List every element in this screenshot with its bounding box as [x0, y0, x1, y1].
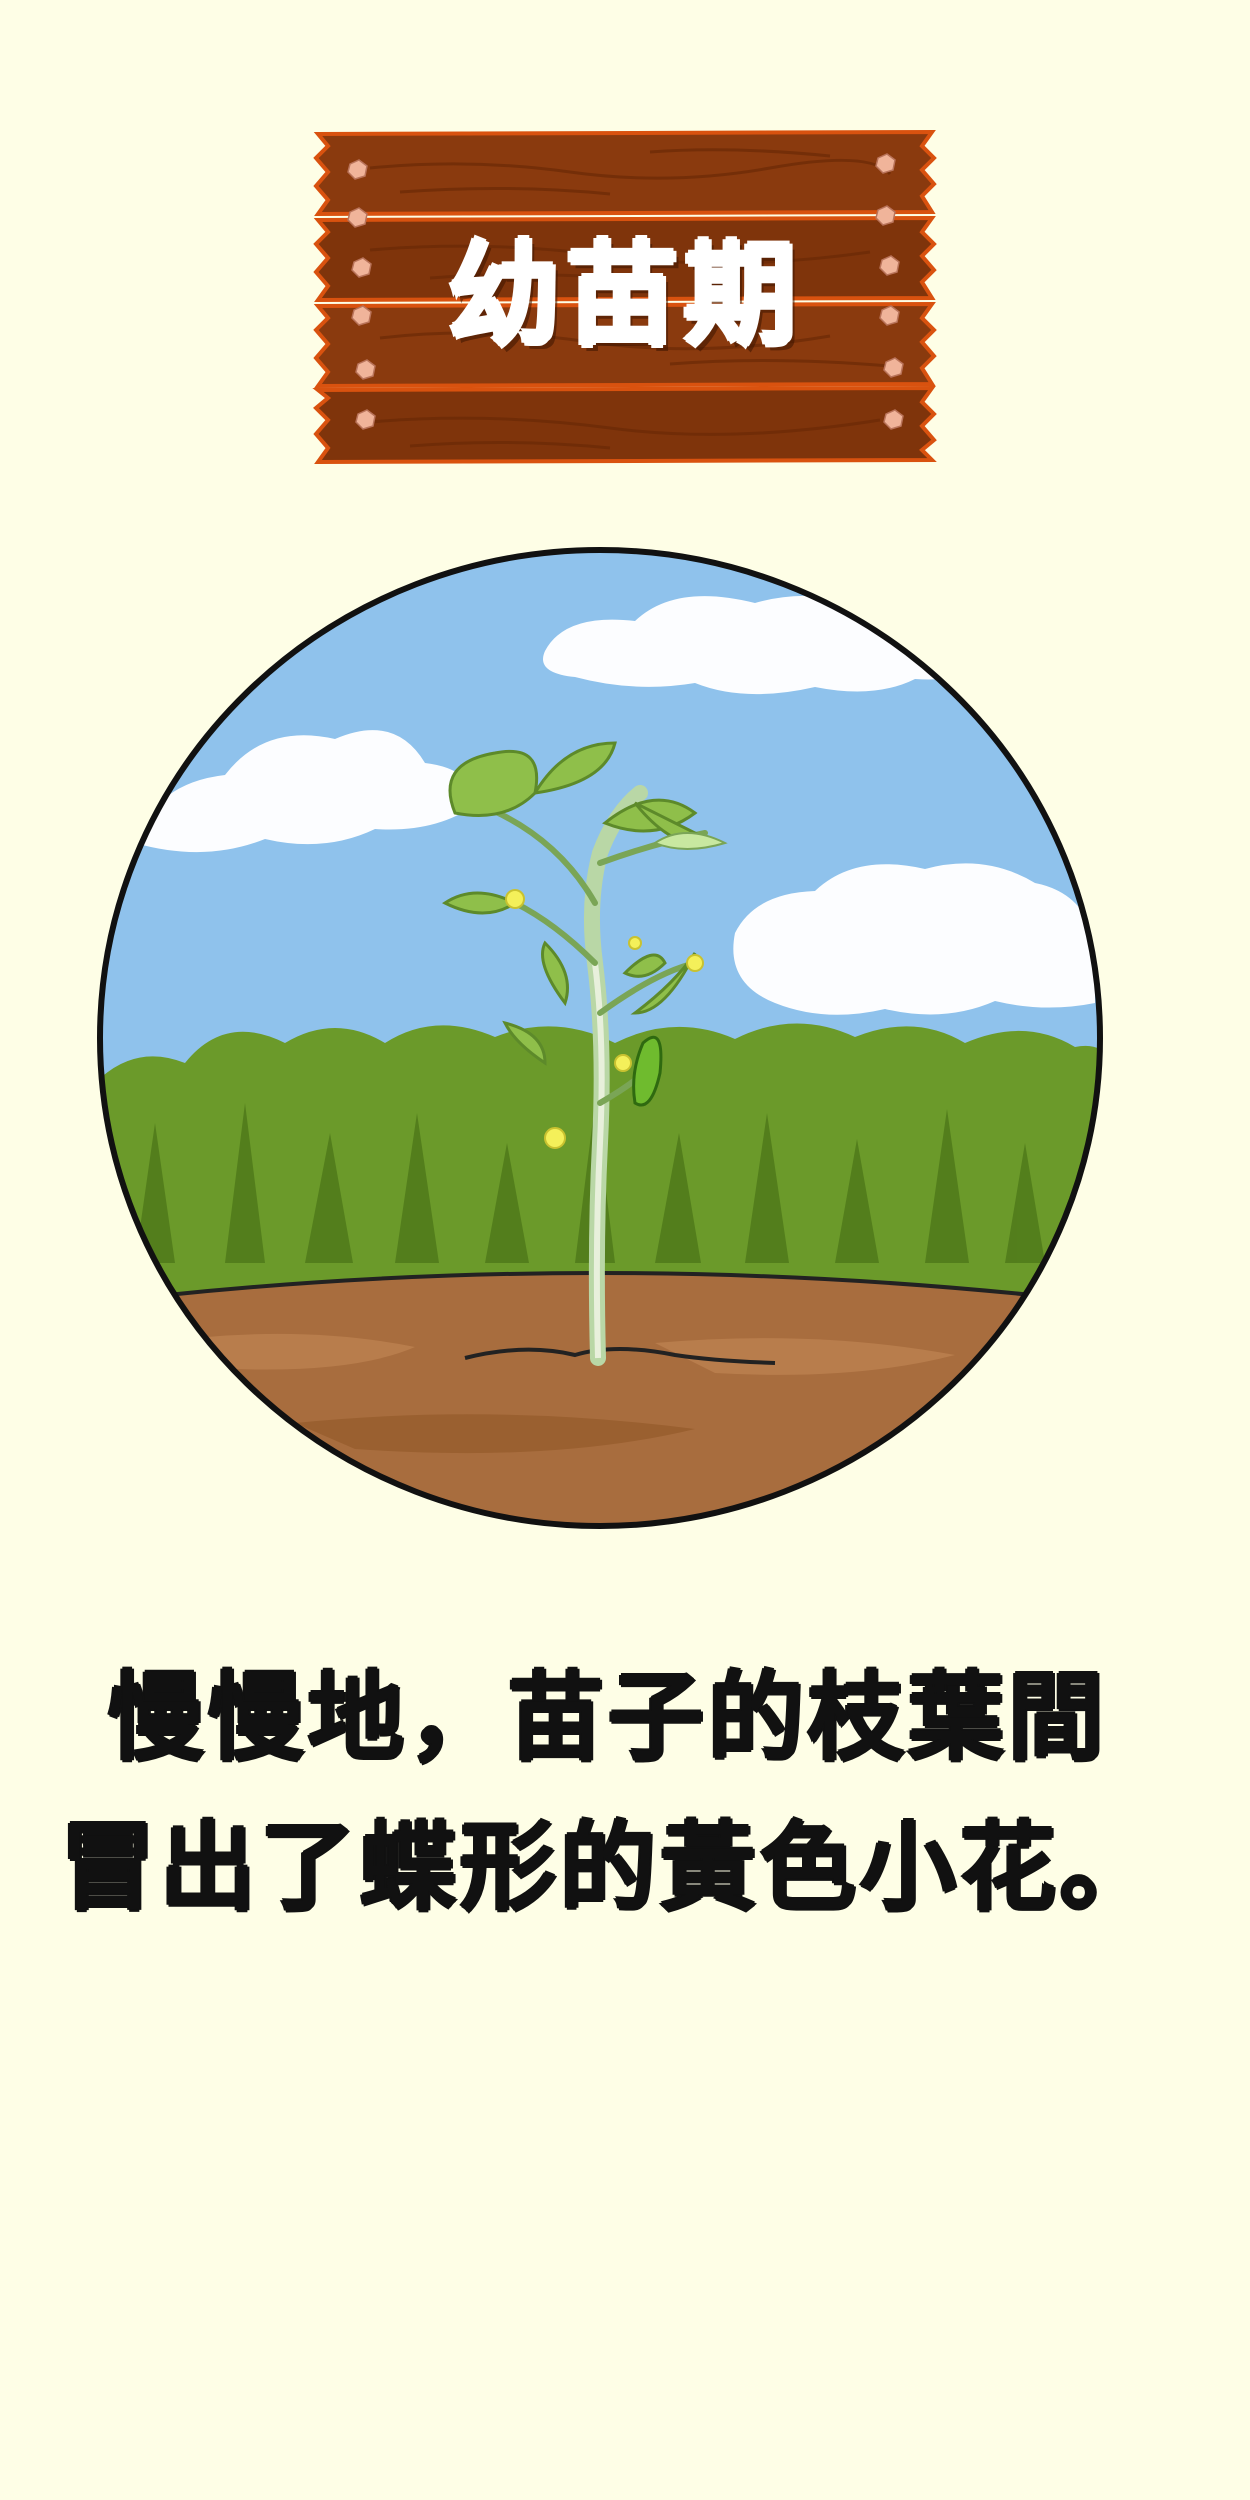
wooden-sign: 幼苗期	[310, 128, 940, 464]
caption-line-2: 冒出了蝶形的黃色小花。	[60, 1812, 1160, 1924]
caption-line-1: 慢慢地，苗子的枝葉間	[108, 1662, 1108, 1774]
stage-title: 幼苗期	[448, 231, 802, 361]
soybean-seedling-illustration	[97, 547, 1103, 1529]
wooden-sign-icon	[312, 129, 937, 464]
scene-illustration	[95, 543, 1105, 1533]
